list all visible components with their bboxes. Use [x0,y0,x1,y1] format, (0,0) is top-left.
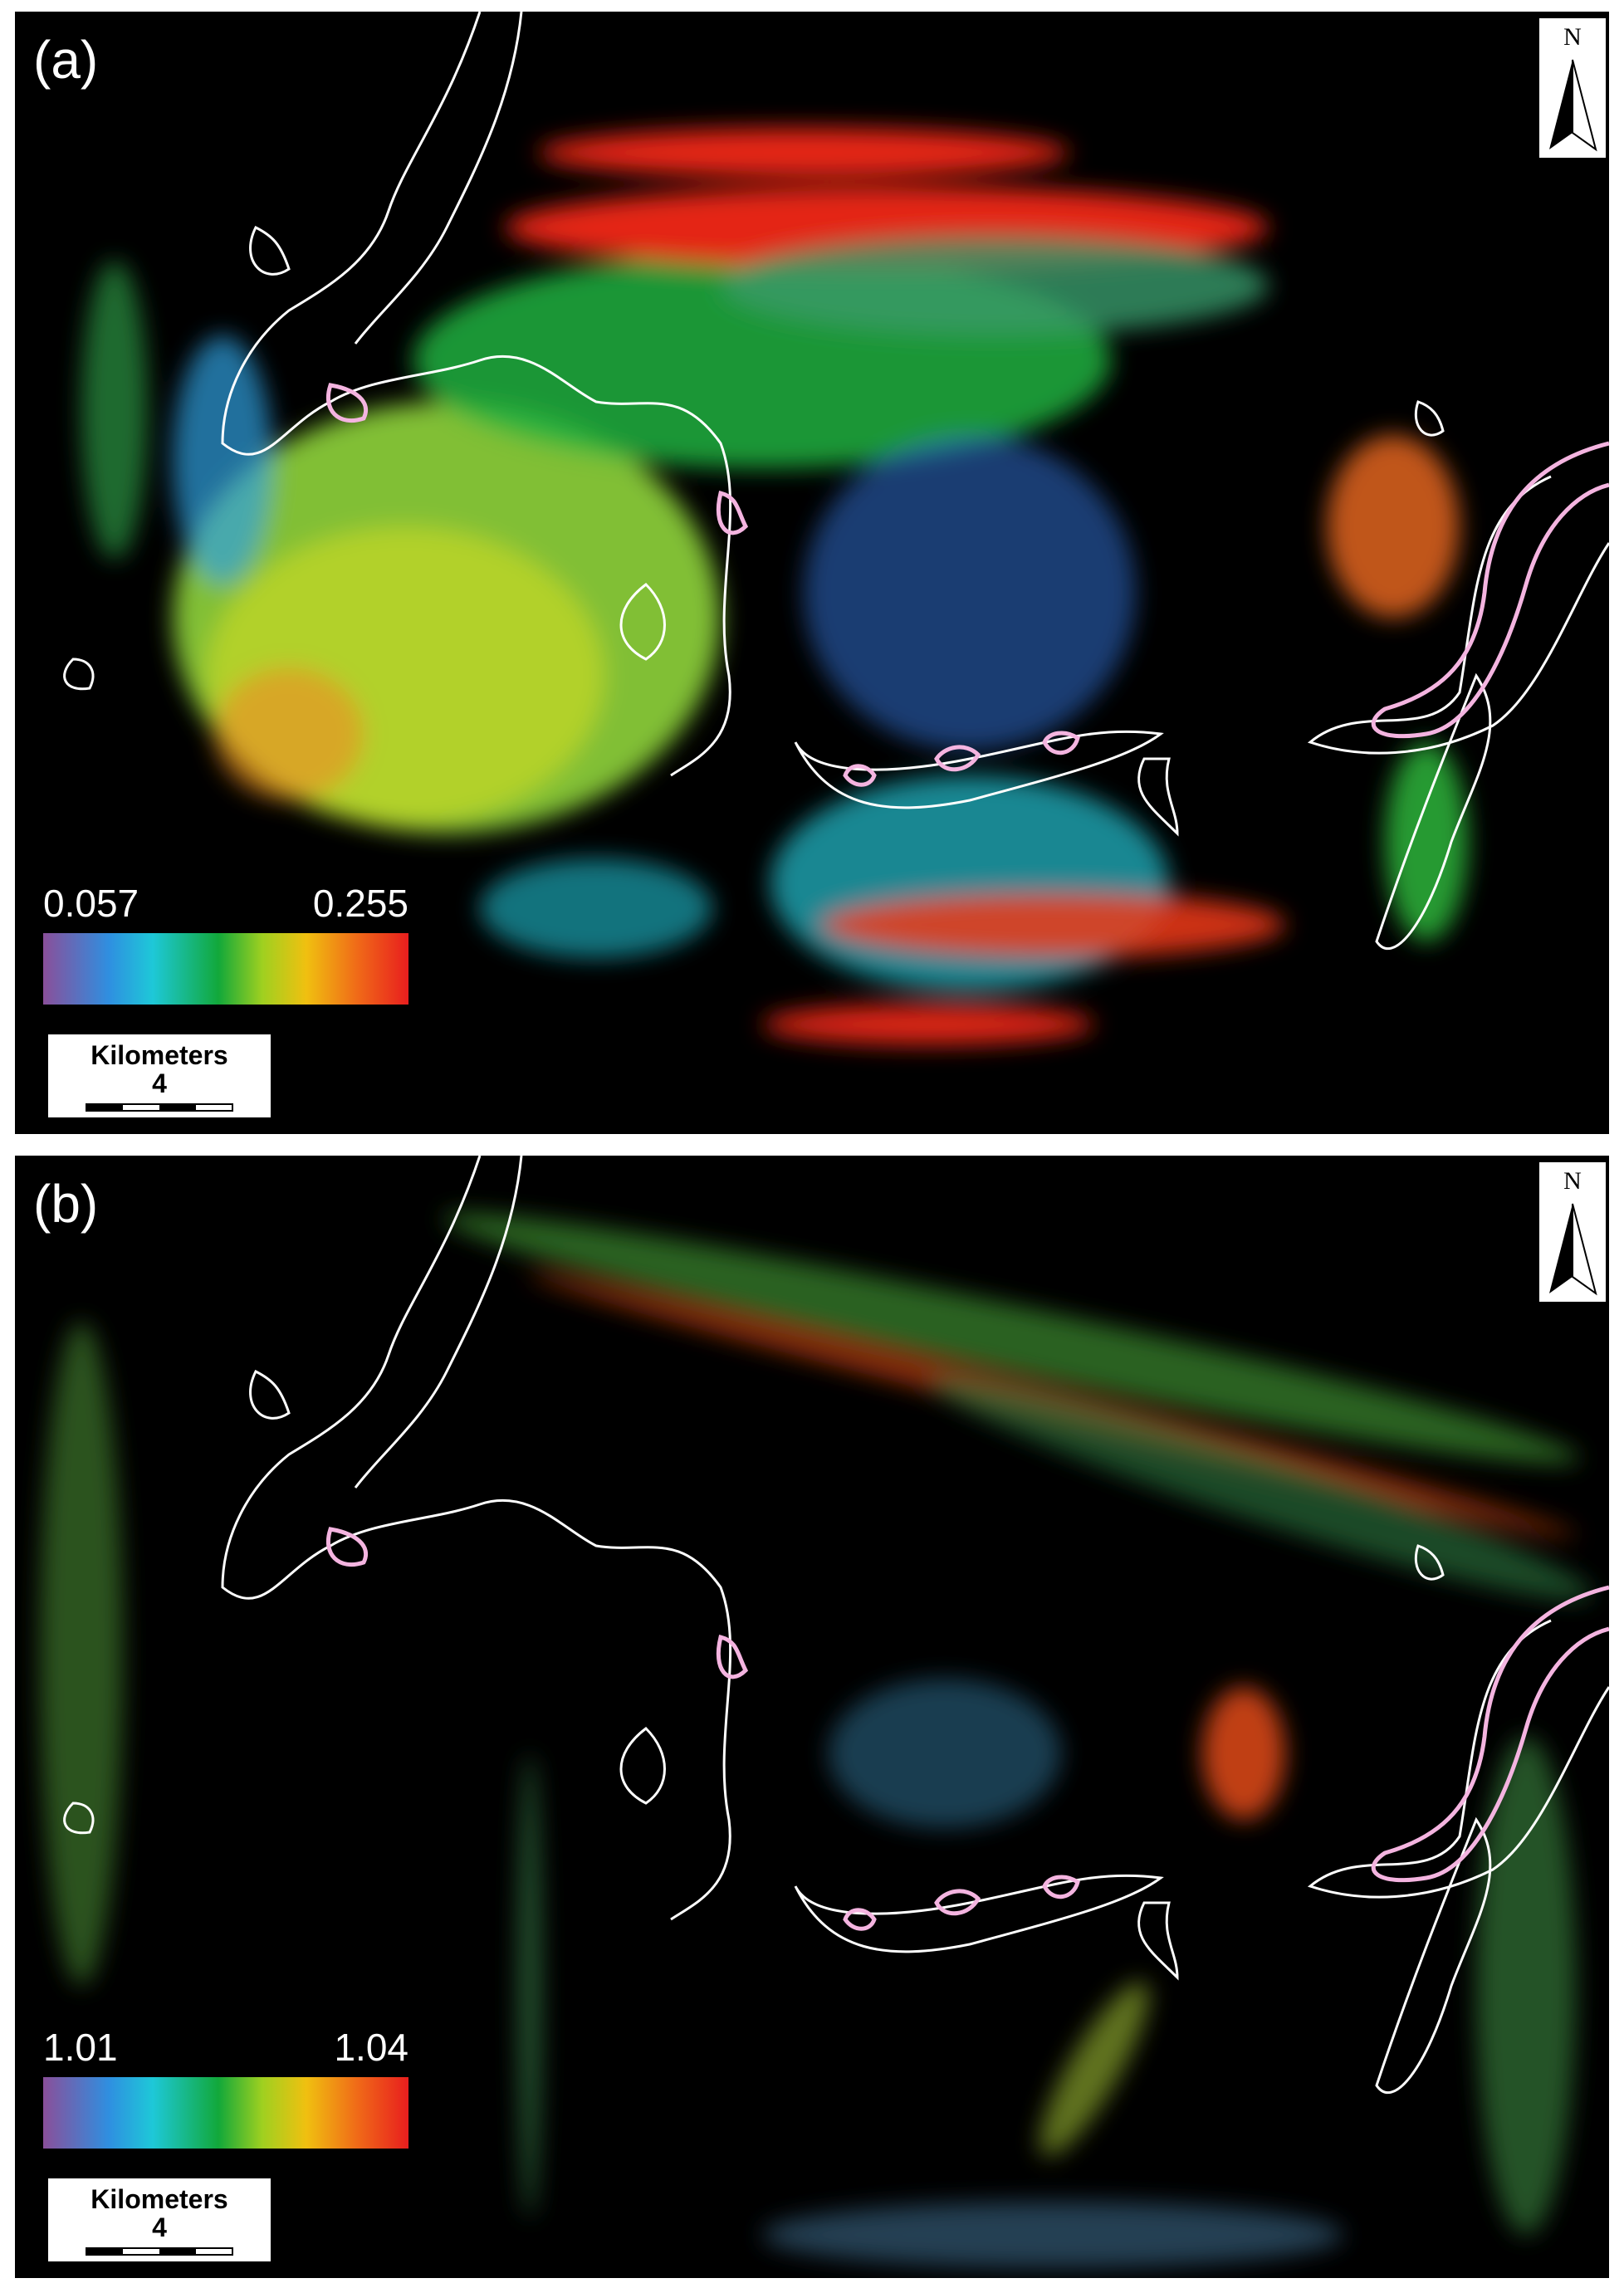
contour-pink [843,1908,877,1931]
contour-pink [325,1527,368,1567]
contour-white [1137,1901,1179,1981]
contour-white [794,730,1164,809]
color-ramp [43,2077,408,2149]
raster-patch [820,892,1285,958]
contour-white [1414,400,1445,437]
raster-patch [1327,435,1460,618]
raster-image [40,1213,1592,2268]
geologic-contours [63,1156,1609,2095]
raster-patch [173,335,272,584]
contour-white [619,1727,666,1805]
contour-pink [325,383,368,423]
contour-white [619,583,666,661]
legend-max-label: 1.04 [334,2026,408,2069]
raster-patch [1476,1737,1576,2235]
north-label: N [1563,23,1582,51]
contour-pink [1042,731,1080,755]
contour-pink [934,745,981,772]
contour-pink [934,1889,981,1916]
raster-patch [480,858,712,958]
contour-pink [1371,441,1609,739]
raster-patch [214,667,364,800]
legend-max-label: 0.255 [313,882,408,925]
scale-bar-unit: Kilometers [90,2184,227,2214]
contour-white [221,1156,732,1921]
legend-min-label: 1.01 [43,2026,118,2069]
contour-white [1375,1816,1492,2095]
geologic-contours [63,12,1609,951]
contour-pink [1042,1875,1080,1899]
contour-white [1307,475,1609,755]
raster-patch [762,2202,1343,2268]
raster-image [81,128,1468,1045]
contour-white [354,1156,523,1489]
north-arrow-half [1572,1203,1597,1296]
contour-white [63,1802,95,1835]
color-ramp [43,933,408,1005]
contour-pink [843,764,877,787]
scale-bar-segment [159,2248,196,2255]
scale-bar-segment [86,2248,123,2255]
raster-patch [40,1322,123,1986]
contour-white [249,225,291,276]
raster-patch [928,1375,1592,1601]
contour-white [794,1874,1164,1953]
scale-bar-unit: Kilometers [90,1040,227,1070]
panel-label: (b) [33,1174,98,1234]
raster-patch [770,775,1169,991]
raster-patch [81,261,148,560]
north-arrow [1549,1204,1573,1293]
contour-white [1375,672,1492,951]
legend-min-label: 0.057 [43,882,139,925]
raster-patch [1039,1982,1149,2156]
contour-pink [716,1634,749,1679]
raster-patch [721,236,1269,335]
contour-white [1307,1619,1609,1899]
north-arrow [1549,60,1573,149]
panel-label: (a) [33,30,98,90]
raster-patch [804,435,1136,750]
contour-white [1414,1544,1445,1581]
raster-patch [762,1004,1094,1045]
raster-patch [538,128,1069,178]
raster-patch [518,1753,541,2218]
contour-white [1137,757,1179,837]
raster-patch [1202,1687,1285,1820]
contour-white [354,12,523,345]
north-arrow-half [1572,59,1597,152]
raster-patch [829,1679,1061,1828]
scale-bar-segment [159,1104,196,1111]
contour-pink [1371,1585,1609,1883]
raster-patch [1385,742,1468,941]
contour-white [63,658,95,691]
scale-bar-segment [86,1104,123,1111]
scale-bar-distance: 4 [152,2212,167,2242]
scale-bar-distance: 4 [152,1068,167,1098]
contour-white [221,12,732,777]
contour-pink [716,490,749,535]
contour-white [249,1369,291,1420]
raster-patch [443,1213,1580,1464]
north-label: N [1563,1167,1582,1195]
